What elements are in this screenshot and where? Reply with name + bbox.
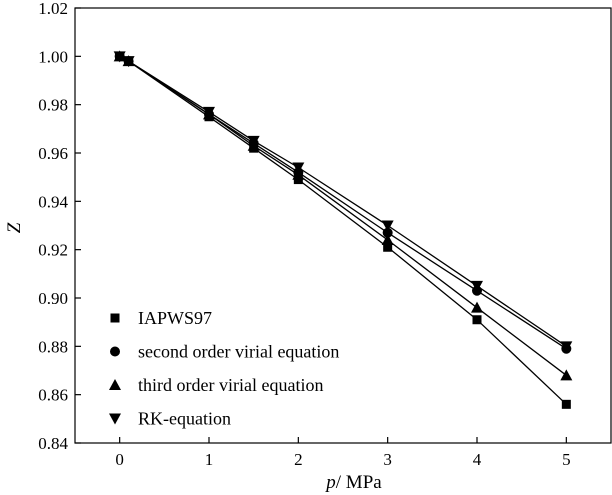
x-axis-label: p/ MPa [324,472,382,493]
x-tick-label: 3 [383,450,392,469]
data-point-square [383,242,393,252]
y-axis-label: Z [4,222,25,233]
data-point-triangle-up [560,369,573,381]
y-tick-label: 0.96 [38,144,68,163]
legend-label: IAPWS97 [138,308,212,328]
x-tick-label: 4 [473,450,482,469]
legend-marker-triangle-down [109,413,121,425]
y-tick-label: 0.90 [38,289,68,308]
x-tick-label: 1 [205,450,214,469]
data-point-triangle-down [113,51,126,63]
y-tick-label: 1.02 [38,0,68,18]
tick-labels: 0.84 0.86 0.88 0.90 0.92 0.94 0.96 0.98 1.00 1.02… [38,0,570,469]
data-point-triangle-down [247,135,260,147]
y-tick-label: 0.84 [38,434,68,453]
x-tick-label: 2 [294,450,303,469]
x-tick-label: 0 [115,450,124,469]
data-point-triangle-down [122,56,135,68]
x-axis-unit: / MPa [336,472,382,493]
data-point-triangle-down [560,341,573,353]
y-tick-label: 0.86 [38,386,68,405]
legend-label: second order virial equation [138,342,339,362]
series-markers [113,50,573,409]
y-tick-label: 0.88 [38,337,68,356]
legend-label: RK-equation [138,409,231,429]
data-point-triangle-up [292,168,305,180]
plot-frame [74,7,612,444]
y-tick-label: 1.00 [38,47,68,66]
axis-ticks [75,7,567,444]
legend-marker-square [110,313,120,323]
series-lines [119,55,567,405]
series-line-4 [119,55,567,347]
data-point-triangle-up [471,301,483,313]
y-tick-label: 0.94 [38,192,68,211]
y-tick-label: 0.98 [38,96,68,115]
data-point-triangle-down [381,220,394,232]
data-point-circle [382,227,393,238]
data-point-triangle-down [203,106,215,118]
y-tick-label: 0.92 [38,241,68,260]
legend-marker-circle [110,346,120,357]
legend: IAPWS97 second order virial equation third… [109,308,339,429]
data-point-triangle-down [471,280,483,292]
data-point-square [561,399,571,409]
x-axis-variable: p [324,472,336,493]
data-point-square [472,315,482,325]
data-point-triangle-down [292,162,305,174]
legend-marker-triangle-up [109,379,121,390]
x-tick-label: 5 [562,450,571,469]
legend-label: third order virial equation [138,375,323,395]
data-point-triangle-up [381,234,394,245]
